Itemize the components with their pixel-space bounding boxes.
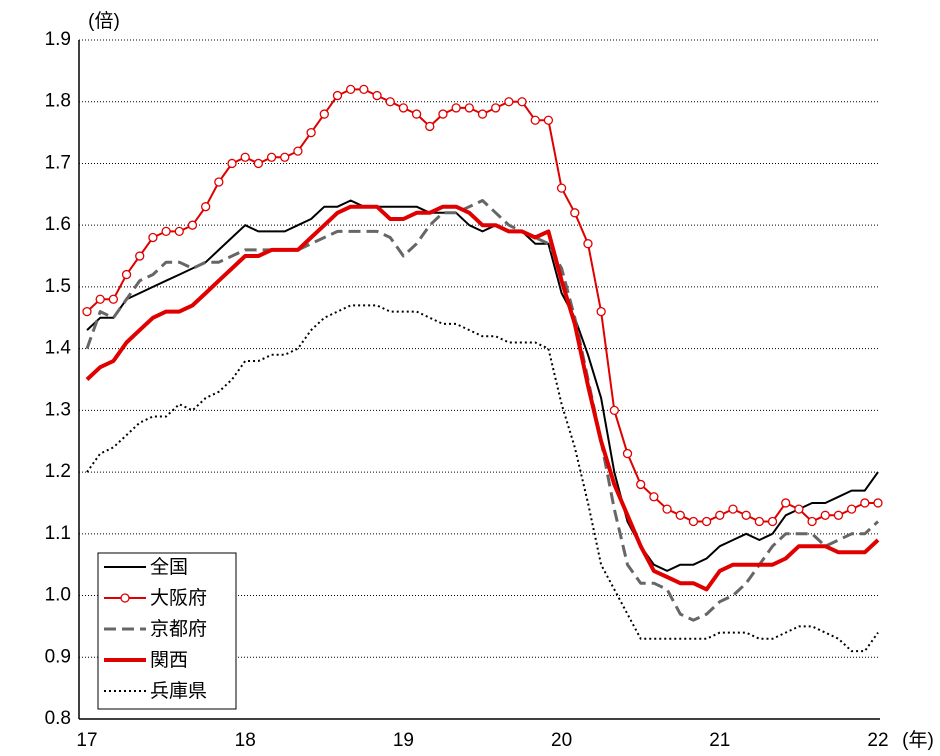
- y-tick-label: 0.9: [45, 646, 71, 667]
- data-point: [570, 208, 580, 218]
- data-point: [121, 269, 132, 280]
- data-point: [583, 239, 593, 249]
- data-point: [253, 158, 264, 169]
- data-point: [95, 294, 105, 304]
- x-tick-label: 17: [76, 730, 97, 751]
- legend-label: 兵庫県: [150, 680, 207, 702]
- data-point: [794, 504, 804, 514]
- data-point: [438, 109, 448, 119]
- data-point: [240, 152, 250, 162]
- data-point: [807, 516, 817, 527]
- data-point: [148, 232, 158, 243]
- data-point: [372, 90, 382, 101]
- data-point: [530, 115, 540, 125]
- data-point: [873, 498, 883, 508]
- x-tick-label: 22: [867, 730, 888, 751]
- legend-label: 全国: [150, 556, 188, 578]
- data-point: [675, 510, 685, 520]
- y-tick-label: 1.0: [45, 585, 71, 606]
- data-point: [609, 405, 619, 416]
- data-point: [398, 103, 409, 113]
- data-point: [266, 152, 277, 162]
- y-tick-label: 1.4: [45, 338, 72, 359]
- y-axis-label: (倍): [88, 10, 120, 32]
- data-point: [662, 504, 672, 514]
- y-tick-label: 1.1: [45, 523, 71, 544]
- data-point: [860, 498, 870, 508]
- x-tick-label: 19: [393, 730, 414, 751]
- data-point: [491, 103, 501, 113]
- data-point: [108, 294, 119, 304]
- y-tick-label: 0.8: [45, 708, 71, 729]
- y-tick-label: 1.2: [45, 461, 71, 482]
- data-point: [293, 146, 303, 156]
- series-line: [86, 199, 879, 572]
- data-point: [135, 251, 145, 261]
- legend-label: 京都府: [150, 618, 207, 640]
- data-point: [820, 510, 830, 520]
- y-tick-label: 1.6: [45, 214, 71, 235]
- series-line: [86, 304, 879, 653]
- data-point: [715, 510, 725, 520]
- data-point: [425, 121, 435, 132]
- data-point: [332, 90, 343, 101]
- legend-label: 大阪府: [150, 587, 207, 609]
- data-point: [319, 109, 329, 119]
- y-tick-label: 1.3: [45, 399, 71, 420]
- data-point: [306, 127, 316, 138]
- data-point: [636, 479, 646, 490]
- data-point: [411, 109, 422, 119]
- data-point: [741, 510, 751, 520]
- data-point: [187, 220, 198, 230]
- y-tick-label: 1.8: [45, 91, 71, 112]
- data-point: [833, 510, 844, 520]
- data-point: [596, 306, 606, 317]
- data-point: [451, 103, 461, 113]
- legend-box: [97, 552, 237, 710]
- series-line: [85, 204, 880, 592]
- data-point: [688, 516, 699, 527]
- data-point: [517, 97, 527, 107]
- data-point: [504, 97, 514, 107]
- data-point: [477, 109, 488, 119]
- x-tick-label: 21: [709, 730, 730, 751]
- data-point: [82, 306, 92, 317]
- data-point: [214, 177, 224, 187]
- data-point: [556, 183, 567, 193]
- data-point: [161, 226, 171, 237]
- x-tick-label: 20: [551, 730, 572, 751]
- data-point: [385, 97, 395, 107]
- legend-label: 関西: [150, 650, 188, 671]
- data-point: [174, 226, 184, 237]
- x-axis-label: (年): [902, 729, 934, 751]
- data-point: [846, 504, 857, 514]
- data-point: [464, 103, 474, 113]
- data-point: [701, 516, 712, 527]
- data-point: [767, 516, 778, 527]
- data-point: [346, 84, 356, 95]
- data-point: [728, 504, 738, 514]
- data-point: [649, 492, 659, 502]
- series-line: [85, 199, 880, 622]
- data-point: [543, 115, 554, 125]
- x-tick-label: 18: [235, 730, 256, 751]
- data-point: [622, 448, 633, 459]
- data-point: [227, 158, 237, 169]
- y-tick-label: 1.5: [45, 276, 71, 297]
- data-point: [359, 84, 369, 95]
- y-tick-label: 1.7: [45, 152, 71, 173]
- legend-marker: [120, 593, 130, 603]
- data-point: [754, 516, 764, 527]
- data-point: [280, 152, 290, 162]
- y-tick-label: 1.9: [45, 29, 71, 50]
- data-point: [781, 498, 791, 508]
- data-point: [200, 202, 211, 212]
- series-line: [86, 88, 878, 523]
